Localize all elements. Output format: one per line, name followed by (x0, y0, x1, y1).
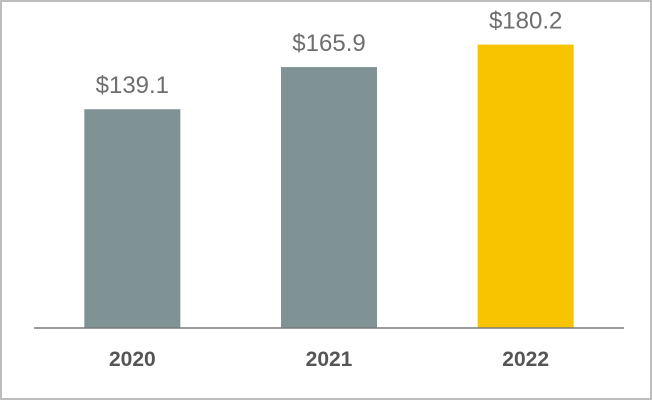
value-labels-group: $139.1 $165.9 $180.2 (96, 8, 563, 100)
bar-2021 (281, 67, 377, 328)
bar-2022 (477, 44, 574, 329)
x-tick-label-2021: 2021 (306, 348, 353, 371)
value-label-2021: $165.9 (292, 30, 365, 57)
value-label-2022: $180.2 (489, 8, 562, 35)
value-label-2020: $139.1 (96, 72, 169, 99)
x-tick-labels-group: 2020 2021 2022 (109, 348, 549, 371)
bar-2020 (84, 109, 181, 328)
bars-group (84, 44, 574, 329)
x-tick-label-2022: 2022 (502, 348, 549, 371)
x-tick-label-2020: 2020 (109, 348, 156, 371)
